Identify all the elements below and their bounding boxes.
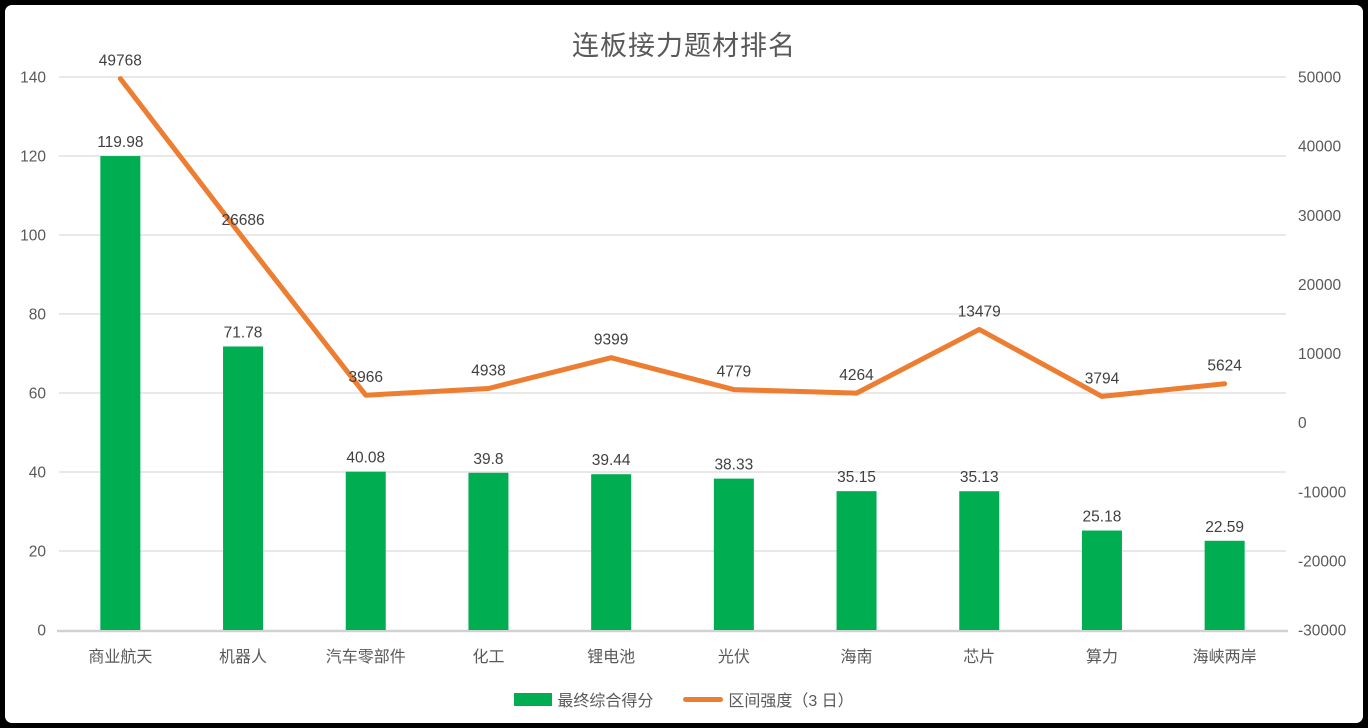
bar-series-swatch-icon: [514, 692, 553, 706]
bar: [223, 346, 264, 630]
right-axis-tick-label: -10000: [1298, 484, 1347, 501]
line-value-label: 49768: [99, 53, 142, 70]
line-series: [117, 76, 1228, 399]
left-axis-tick-label: 140: [20, 70, 46, 87]
category-label: 商业航天: [88, 648, 152, 666]
category-label: 锂电池: [587, 648, 635, 666]
left-axis-tick-label: 120: [20, 149, 46, 166]
left-axis-tick-label: 100: [20, 228, 46, 245]
bar: [345, 471, 386, 630]
bar: [959, 491, 1000, 630]
bar: [100, 156, 141, 631]
category-label: 化工: [472, 648, 504, 666]
right-axis-tick-label: 50000: [1298, 70, 1341, 87]
right-axis-tick-label: -20000: [1298, 553, 1347, 570]
line-value-label: 4264: [839, 367, 874, 384]
legend-item-line-series: 区间强度（3 日）: [683, 687, 854, 711]
bar-value-label: 39.8: [473, 451, 503, 468]
bar-value-label: 38.33: [714, 457, 753, 474]
line-value-label: 5624: [1207, 358, 1242, 375]
category-label: 海南: [841, 648, 873, 666]
bar-value-label: 35.15: [837, 469, 876, 486]
line-value-label: 26686: [221, 212, 264, 229]
line-value-label: 4779: [717, 364, 751, 381]
line-value-label: 3794: [1085, 370, 1120, 387]
chart-canvas: 0 20 40 60 80 100 120 140 -30000 -20000 -10000 0 100…: [20, 53, 1347, 666]
bar: [468, 472, 509, 630]
left-axis-tick-label: 60: [29, 386, 47, 403]
category-label: 芯片: [963, 648, 995, 666]
category-label: 汽车零部件: [326, 648, 406, 666]
left-axis-tick-label: 0: [37, 623, 46, 640]
line-value-label: 9399: [594, 332, 628, 349]
right-axis-tick-label: 10000: [1298, 346, 1341, 363]
legend-item-bar-series: 最终综合得分: [514, 687, 653, 711]
bar: [836, 491, 877, 630]
bar-value-label: 22.59: [1205, 519, 1244, 536]
line-series-swatch-icon: [683, 696, 724, 702]
line-value-label: 13479: [958, 303, 1001, 320]
legend-label-bar-series: 最终综合得分: [557, 693, 654, 710]
legend-label-line-series: 区间强度（3 日）: [728, 693, 854, 710]
bar-value-label: 39.44: [592, 452, 631, 469]
category-label: 算力: [1086, 647, 1118, 666]
left-axis-tick-label: 80: [29, 307, 47, 324]
bar-value-label: 40.08: [346, 450, 385, 467]
right-axis-tick-label: 40000: [1298, 139, 1341, 156]
right-axis-tick-label: 20000: [1298, 277, 1341, 294]
right-axis-tick-label: 0: [1298, 415, 1307, 432]
category-label: 海峡两岸: [1193, 648, 1257, 666]
chart-title: 连板接力题材排名: [572, 31, 796, 61]
left-axis-tick-label: 40: [29, 465, 47, 482]
bar-value-label: 25.18: [1083, 509, 1122, 526]
line-value-label: 3966: [349, 369, 383, 386]
left-axis-tick-label: 20: [29, 544, 47, 561]
bar: [1081, 530, 1122, 630]
bar-value-label: 71.78: [224, 324, 263, 341]
category-label: 机器人: [219, 648, 267, 666]
bar: [1204, 540, 1245, 630]
bar: [713, 478, 754, 630]
legend: 最终综合得分 区间强度（3 日）: [5, 687, 1363, 711]
bar: [591, 474, 632, 630]
line-value-label: 4938: [471, 362, 505, 379]
right-axis-tick-label: 30000: [1298, 208, 1341, 225]
bar-value-label: 35.13: [960, 469, 999, 486]
category-label: 光伏: [718, 648, 750, 666]
bar-value-label: 119.98: [97, 134, 143, 151]
right-axis-tick-label: -30000: [1298, 623, 1347, 640]
